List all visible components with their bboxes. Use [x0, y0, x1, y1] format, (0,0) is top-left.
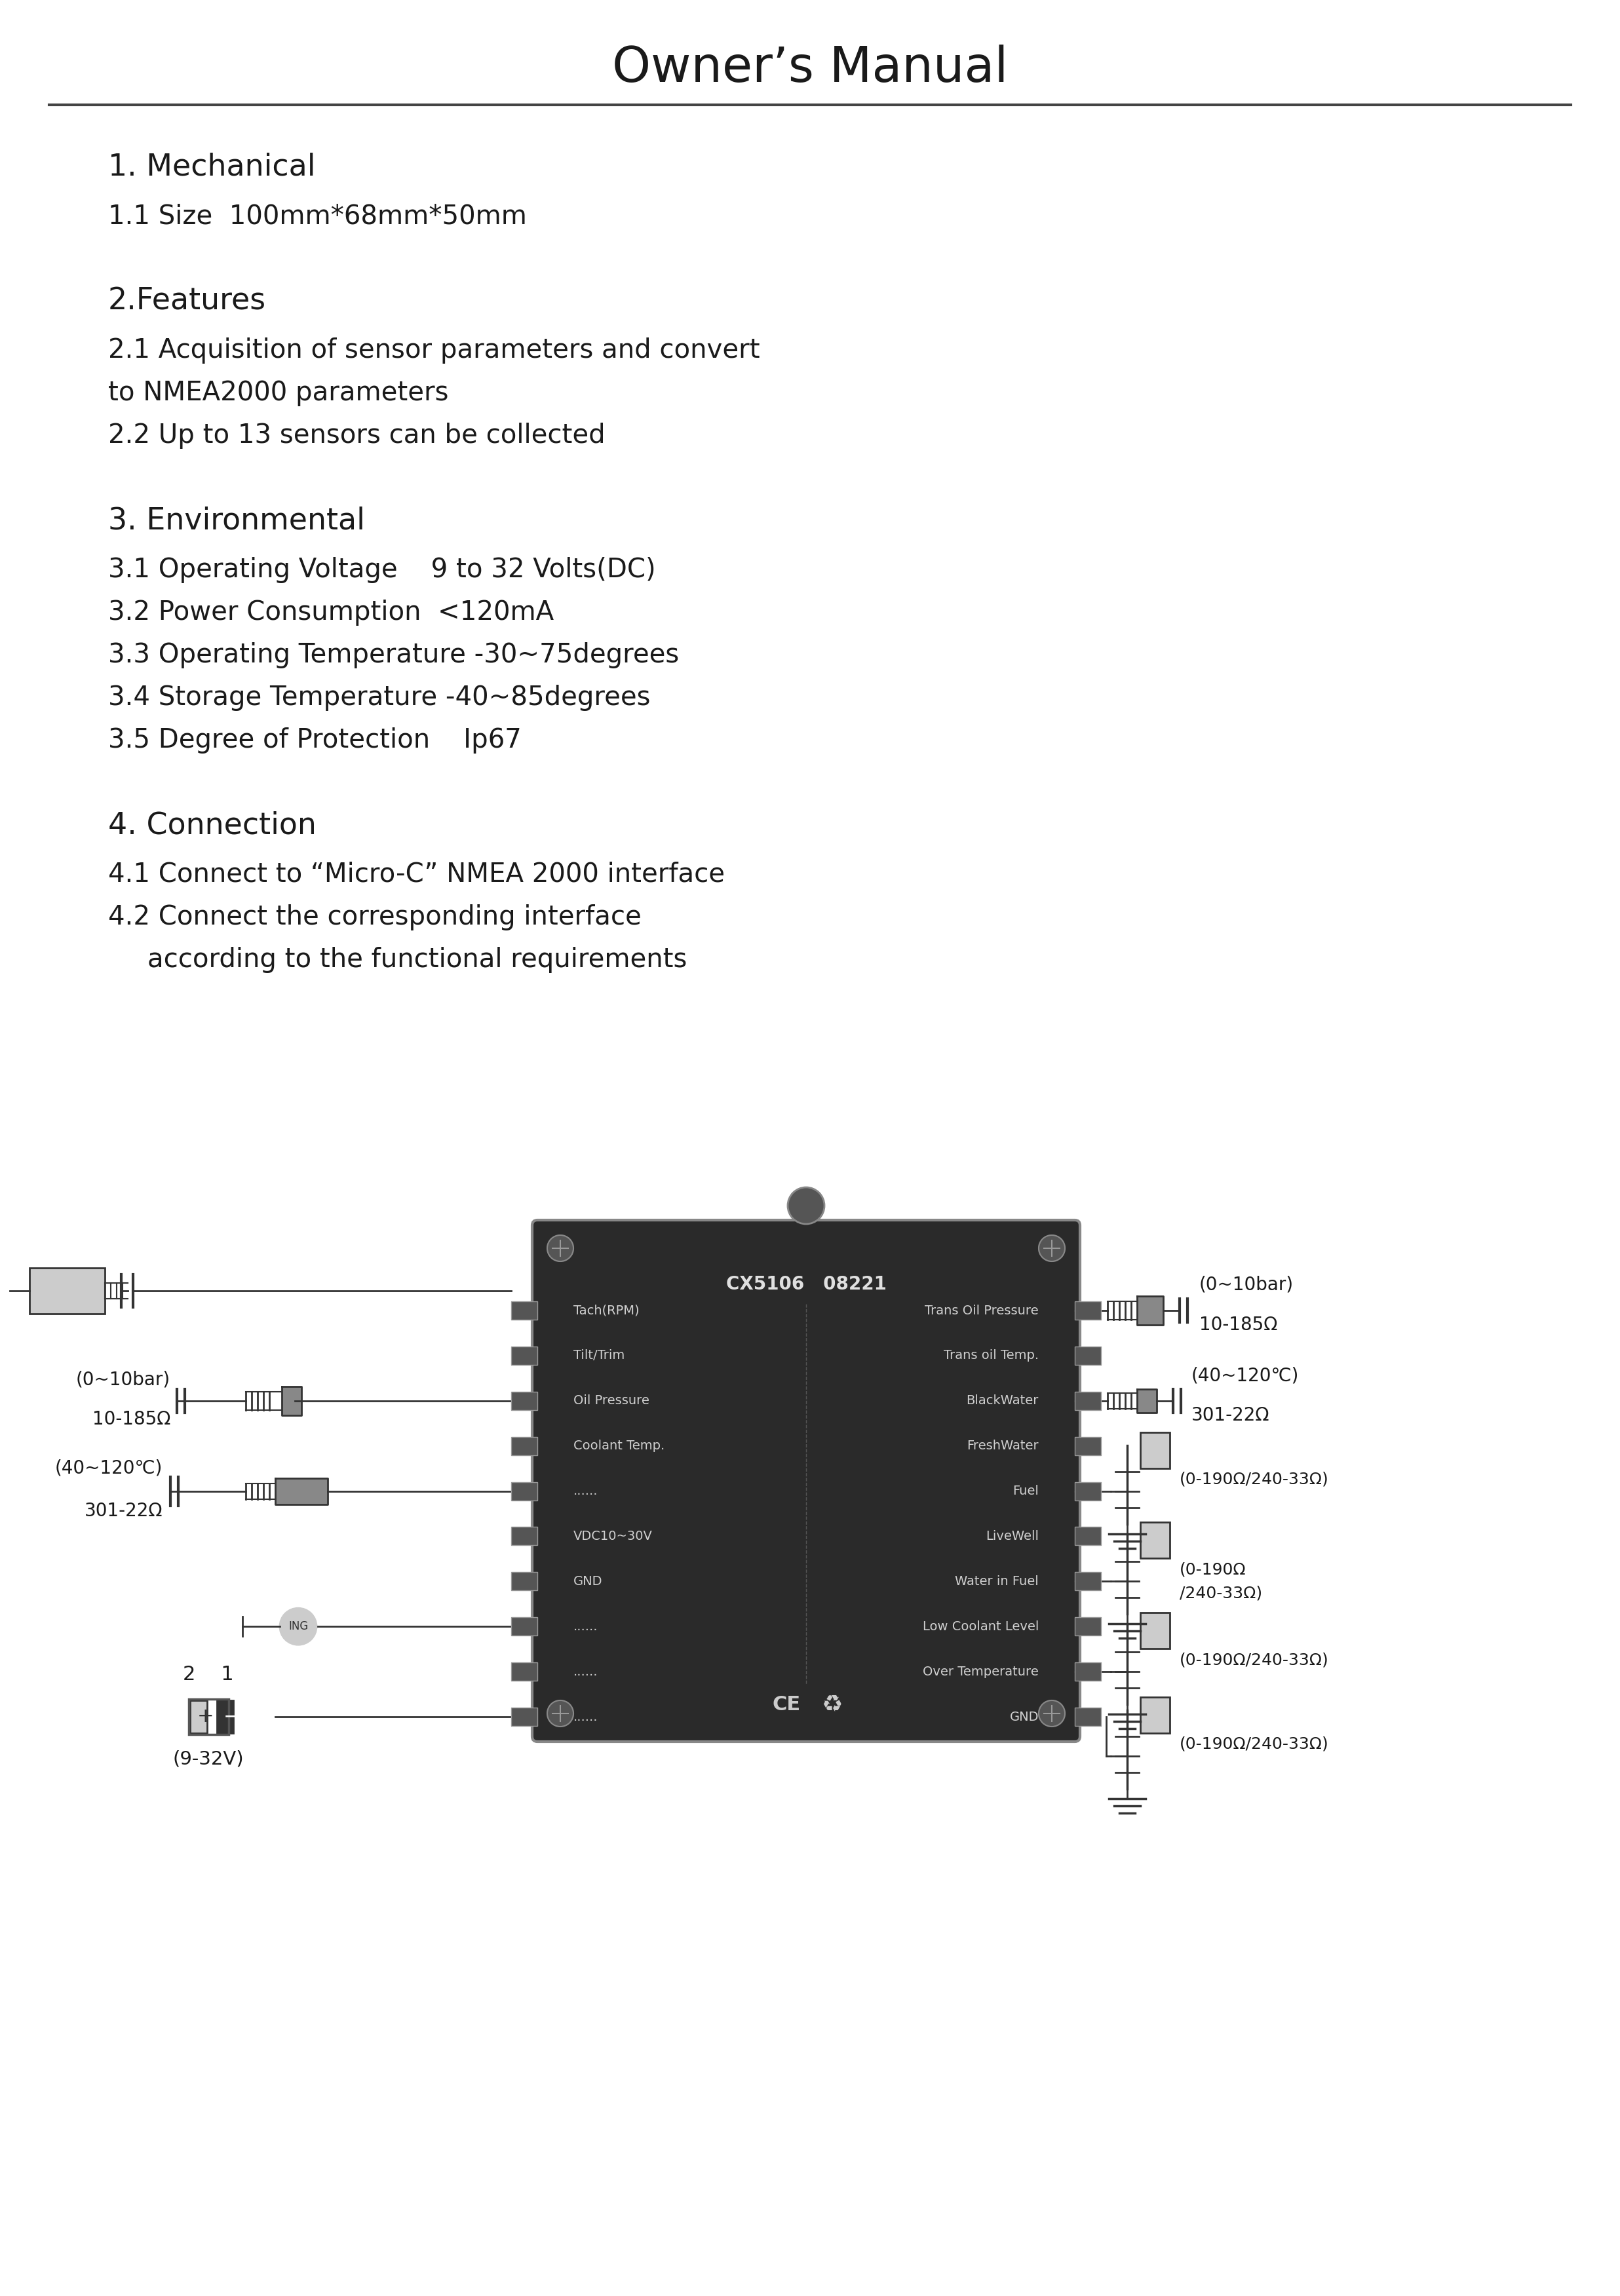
Bar	[1074, 1481, 1102, 1499]
Bar	[190, 1699, 228, 1733]
Text: BlackWater: BlackWater	[967, 1394, 1038, 1407]
Bar	[1074, 1662, 1102, 1681]
Text: ......: ......	[573, 1711, 598, 1722]
Text: CX5106   08221: CX5106 08221	[726, 1274, 886, 1293]
Text: (0-190Ω: (0-190Ω	[1179, 1561, 1246, 1577]
Text: Water in Fuel: Water in Fuel	[956, 1575, 1038, 1587]
Circle shape	[548, 1701, 573, 1727]
Text: (0~10bar): (0~10bar)	[1199, 1274, 1294, 1293]
Bar	[1074, 1345, 1102, 1364]
Bar	[512, 1437, 538, 1456]
Bar	[190, 1701, 207, 1733]
Text: (9-32V): (9-32V)	[173, 1750, 245, 1768]
Circle shape	[1038, 1701, 1064, 1727]
Text: 2.Features: 2.Features	[109, 287, 266, 317]
Text: 2    1: 2 1	[183, 1665, 233, 1683]
Bar	[29, 1267, 105, 1313]
Circle shape	[787, 1187, 825, 1224]
Text: CE: CE	[773, 1694, 800, 1715]
Bar	[512, 1662, 538, 1681]
Bar	[512, 1527, 538, 1545]
Bar	[217, 1701, 233, 1733]
Text: Trans oil Temp.: Trans oil Temp.	[943, 1350, 1038, 1362]
Text: to NMEA2000 parameters: to NMEA2000 parameters	[109, 381, 449, 406]
Text: (40~120℃): (40~120℃)	[1191, 1366, 1299, 1384]
Text: 10-185Ω: 10-185Ω	[1199, 1316, 1278, 1334]
Polygon shape	[282, 1387, 301, 1414]
Bar	[512, 1391, 538, 1410]
Bar	[512, 1708, 538, 1727]
Text: ......: ......	[573, 1621, 598, 1632]
Bar	[512, 1345, 538, 1364]
Polygon shape	[1137, 1295, 1163, 1325]
Polygon shape	[1137, 1389, 1157, 1412]
Text: Owner’s Manual: Owner’s Manual	[612, 46, 1008, 92]
Text: 301-22Ω: 301-22Ω	[1191, 1405, 1270, 1424]
Bar	[512, 1573, 538, 1591]
Text: 4.1 Connect to “Micro-C” NMEA 2000 interface: 4.1 Connect to “Micro-C” NMEA 2000 inter…	[109, 861, 724, 889]
Text: according to the functional requirements: according to the functional requirements	[147, 946, 687, 974]
Bar	[1140, 1612, 1170, 1649]
Bar	[1140, 1433, 1170, 1467]
Text: LiveWell: LiveWell	[985, 1529, 1038, 1543]
Bar	[512, 1481, 538, 1499]
Text: ......: ......	[573, 1665, 598, 1678]
Bar	[1074, 1391, 1102, 1410]
Circle shape	[548, 1235, 573, 1261]
Text: 301-22Ω: 301-22Ω	[84, 1502, 162, 1520]
Text: 4. Connection: 4. Connection	[109, 810, 316, 840]
Text: (40~120℃): (40~120℃)	[55, 1458, 162, 1476]
Text: GND: GND	[1009, 1711, 1038, 1722]
Text: Tach(RPM): Tach(RPM)	[573, 1304, 640, 1316]
Text: FreshWater: FreshWater	[967, 1440, 1038, 1451]
Text: 3.1 Operating Voltage    9 to 32 Volts(DC): 3.1 Operating Voltage 9 to 32 Volts(DC)	[109, 558, 656, 583]
Text: ......: ......	[573, 1486, 598, 1497]
Text: Tilt/Trim: Tilt/Trim	[573, 1350, 625, 1362]
Bar	[1074, 1573, 1102, 1591]
Bar	[1074, 1302, 1102, 1320]
Circle shape	[1038, 1235, 1064, 1261]
Text: 3.4 Storage Temperature -40~85degrees: 3.4 Storage Temperature -40~85degrees	[109, 684, 650, 712]
Text: (0-190Ω/240-33Ω): (0-190Ω/240-33Ω)	[1179, 1736, 1328, 1752]
Text: 3.2 Power Consumption  <120mA: 3.2 Power Consumption <120mA	[109, 599, 554, 627]
Bar	[1074, 1616, 1102, 1635]
Text: 4.2 Connect the corresponding interface: 4.2 Connect the corresponding interface	[109, 905, 642, 930]
Text: VDC10~30V: VDC10~30V	[573, 1529, 653, 1543]
Circle shape	[280, 1607, 316, 1644]
Text: Coolant Temp.: Coolant Temp.	[573, 1440, 664, 1451]
Text: 1. Mechanical: 1. Mechanical	[109, 152, 316, 181]
Bar	[1074, 1437, 1102, 1456]
Text: Low Coolant Level: Low Coolant Level	[922, 1621, 1038, 1632]
Text: (0-190Ω/240-33Ω): (0-190Ω/240-33Ω)	[1179, 1651, 1328, 1667]
Text: Oil Pressure: Oil Pressure	[573, 1394, 650, 1407]
Text: Fuel: Fuel	[1013, 1486, 1038, 1497]
Polygon shape	[275, 1479, 327, 1504]
Text: 3.3 Operating Temperature -30~75degrees: 3.3 Operating Temperature -30~75degrees	[109, 643, 679, 668]
Text: 10-185Ω: 10-185Ω	[92, 1410, 170, 1428]
Bar	[512, 1616, 538, 1635]
Text: /240-33Ω): /240-33Ω)	[1179, 1584, 1262, 1600]
Text: 3.5 Degree of Protection    Ip67: 3.5 Degree of Protection Ip67	[109, 728, 522, 753]
Text: (0~10bar): (0~10bar)	[76, 1371, 170, 1389]
FancyBboxPatch shape	[531, 1219, 1081, 1743]
Bar	[512, 1302, 538, 1320]
Text: 2.1 Acquisition of sensor parameters and convert: 2.1 Acquisition of sensor parameters and…	[109, 338, 760, 363]
Text: −: −	[224, 1708, 240, 1727]
Text: +: +	[198, 1708, 214, 1727]
Text: 1.1 Size  100mm*68mm*50mm: 1.1 Size 100mm*68mm*50mm	[109, 202, 527, 230]
Bar	[1074, 1527, 1102, 1545]
Text: GND: GND	[573, 1575, 603, 1587]
Text: Over Temperature: Over Temperature	[923, 1665, 1038, 1678]
Text: 3. Environmental: 3. Environmental	[109, 505, 365, 535]
Text: 2.2 Up to 13 sensors can be collected: 2.2 Up to 13 sensors can be collected	[109, 422, 606, 448]
Text: (0-190Ω/240-33Ω): (0-190Ω/240-33Ω)	[1179, 1472, 1328, 1488]
Bar	[1074, 1708, 1102, 1727]
Text: Trans Oil Pressure: Trans Oil Pressure	[925, 1304, 1038, 1316]
Bar	[1140, 1697, 1170, 1733]
Text: ♻: ♻	[821, 1694, 842, 1715]
Bar	[1140, 1522, 1170, 1559]
Text: ING: ING	[288, 1621, 308, 1632]
